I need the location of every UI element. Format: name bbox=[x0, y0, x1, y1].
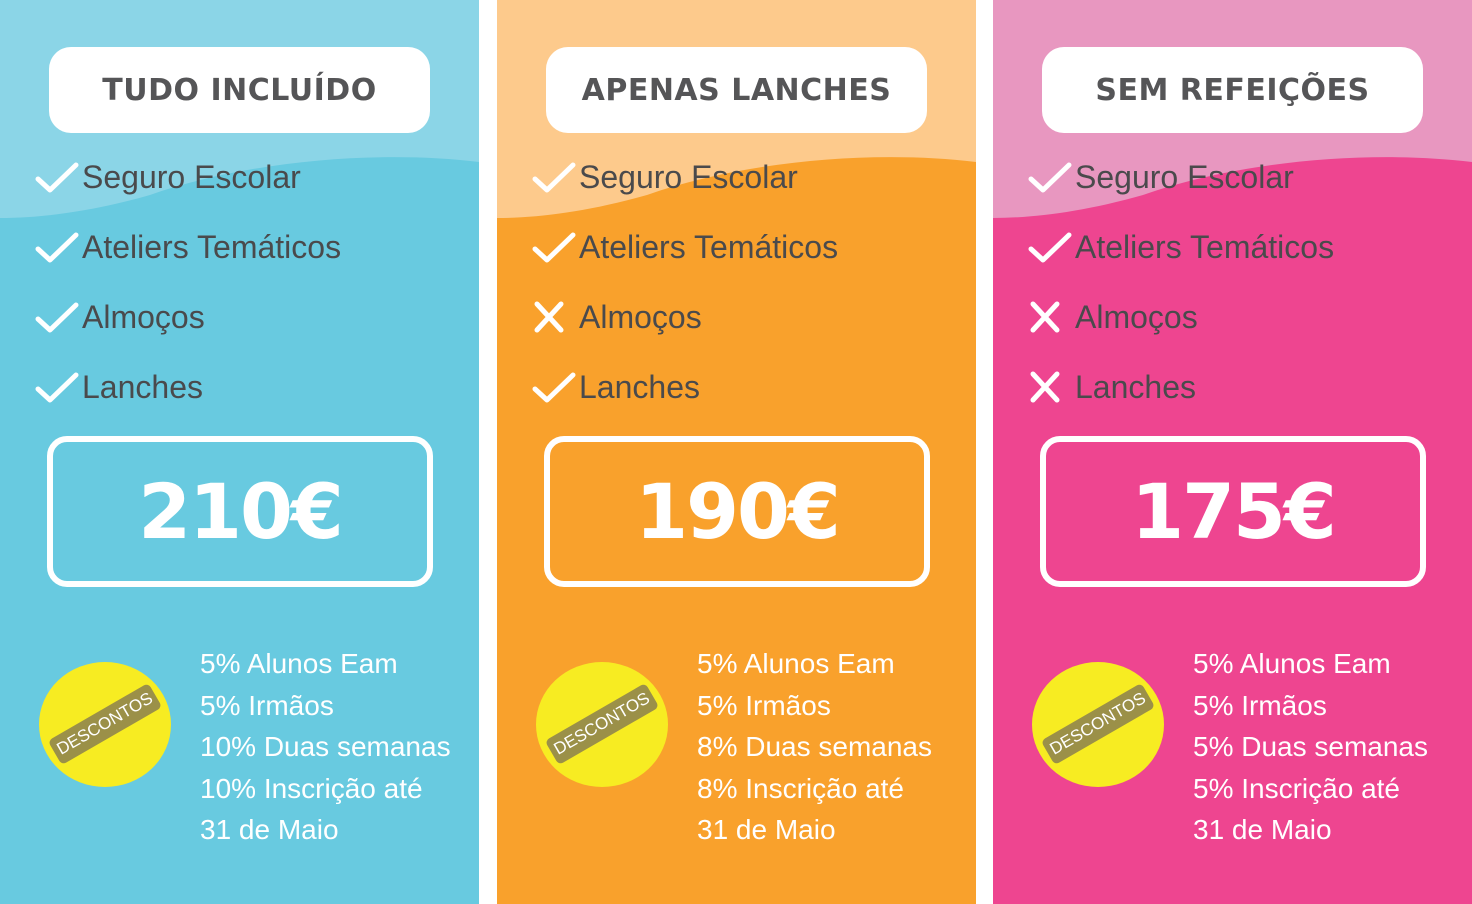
feature-label: Seguro Escolar bbox=[1075, 158, 1294, 195]
check-icon bbox=[532, 162, 576, 193]
plan-title: TUDO INCLUÍDO bbox=[49, 47, 430, 133]
check-icon bbox=[35, 162, 79, 193]
discount-list: 5% Alunos Eam 5% Irmãos 5% Duas semanas 5% … bbox=[1193, 643, 1428, 851]
feature-label: Seguro Escolar bbox=[579, 158, 798, 195]
feature-item: Seguro Escolar bbox=[529, 155, 798, 199]
badge-label: DESCONTOS bbox=[1040, 682, 1156, 766]
discount-item: 5% Irmãos bbox=[1193, 689, 1327, 721]
badge-label: DESCONTOS bbox=[47, 682, 163, 766]
feature-item: Ateliers Temáticos bbox=[32, 225, 341, 269]
feature-item: Almoços bbox=[32, 295, 205, 339]
discount-badge: DESCONTOS bbox=[39, 662, 171, 787]
feature-label: Almoços bbox=[579, 298, 702, 335]
plan-title: APENAS LANCHES bbox=[546, 47, 927, 133]
plan-title: SEM REFEIÇÕES bbox=[1042, 47, 1423, 133]
feature-label: Ateliers Temáticos bbox=[1075, 228, 1335, 265]
discount-item: 5% Duas semanas bbox=[1193, 731, 1429, 762]
feature-label: Almoços bbox=[82, 298, 205, 335]
feature-item: Lanches bbox=[1025, 365, 1196, 409]
feature-label: Ateliers Temáticos bbox=[82, 228, 342, 265]
check-icon bbox=[532, 372, 576, 403]
feature-item: Almoços bbox=[529, 295, 702, 339]
check-icon bbox=[35, 372, 79, 403]
feature-label: Ateliers Temáticos bbox=[579, 228, 839, 265]
price-value: 210€ bbox=[138, 467, 344, 556]
discount-item: 5% Irmãos bbox=[697, 689, 831, 721]
feature-item: Almoços bbox=[1025, 295, 1198, 339]
discount-item: 10% Inscrição até bbox=[200, 772, 423, 804]
cross-icon bbox=[534, 301, 564, 333]
feature-item: Ateliers Temáticos bbox=[1025, 225, 1334, 269]
check-icon bbox=[35, 302, 79, 333]
discount-list: 5% Alunos Eam 5% Irmãos 10% Duas semanas 10… bbox=[200, 643, 451, 851]
cross-icon bbox=[1030, 371, 1060, 403]
feature-label: Lanches bbox=[1075, 368, 1196, 405]
discount-item: 5% Irmãos bbox=[200, 689, 334, 721]
price-box: 175€ bbox=[1040, 436, 1426, 587]
feature-label: Lanches bbox=[579, 368, 700, 405]
discount-item: 8% Inscrição até bbox=[697, 772, 904, 804]
feature-item: Lanches bbox=[32, 365, 203, 409]
feature-label: Almoços bbox=[1075, 298, 1198, 335]
feature-label: Seguro Escolar bbox=[82, 158, 301, 195]
badge-label: DESCONTOS bbox=[544, 682, 660, 766]
discount-item: 5% Alunos Eam bbox=[697, 648, 895, 679]
plan-card: TUDO INCLUÍDO Seguro Escolar Ateliers Temá… bbox=[0, 0, 479, 904]
feature-item: Seguro Escolar bbox=[1025, 155, 1294, 199]
discount-item: 5% Inscrição até bbox=[1193, 772, 1400, 804]
discount-badge: DESCONTOS bbox=[536, 662, 668, 787]
check-icon bbox=[532, 232, 576, 263]
cross-icon bbox=[1030, 301, 1060, 333]
discount-item: 8% Duas semanas bbox=[697, 731, 933, 762]
check-icon bbox=[35, 232, 79, 263]
feature-item: Lanches bbox=[529, 365, 700, 409]
discount-item: 5% Alunos Eam bbox=[200, 648, 398, 679]
price-value: 175€ bbox=[1131, 467, 1337, 556]
discount-badge: DESCONTOS bbox=[1032, 662, 1164, 787]
feature-item: Seguro Escolar bbox=[32, 155, 301, 199]
discount-item: 5% Alunos Eam bbox=[1193, 648, 1391, 679]
discount-item: 31 de Maio bbox=[697, 814, 836, 845]
discount-item: 31 de Maio bbox=[200, 814, 339, 845]
discount-item: 31 de Maio bbox=[1193, 814, 1332, 845]
check-icon bbox=[1028, 162, 1072, 193]
price-box: 190€ bbox=[544, 436, 930, 587]
price-box: 210€ bbox=[47, 436, 433, 587]
plan-card: SEM REFEIÇÕES Seguro Escolar Ateliers Temá… bbox=[993, 0, 1472, 904]
check-icon bbox=[1028, 232, 1072, 263]
discount-item: 10% Duas semanas bbox=[200, 731, 451, 762]
plan-card: APENAS LANCHES Seguro Escolar Ateliers Tem… bbox=[497, 0, 976, 904]
discount-list: 5% Alunos Eam 5% Irmãos 8% Duas semanas 8% … bbox=[697, 643, 932, 851]
price-value: 190€ bbox=[635, 467, 841, 556]
feature-label: Lanches bbox=[82, 368, 203, 405]
feature-item: Ateliers Temáticos bbox=[529, 225, 838, 269]
